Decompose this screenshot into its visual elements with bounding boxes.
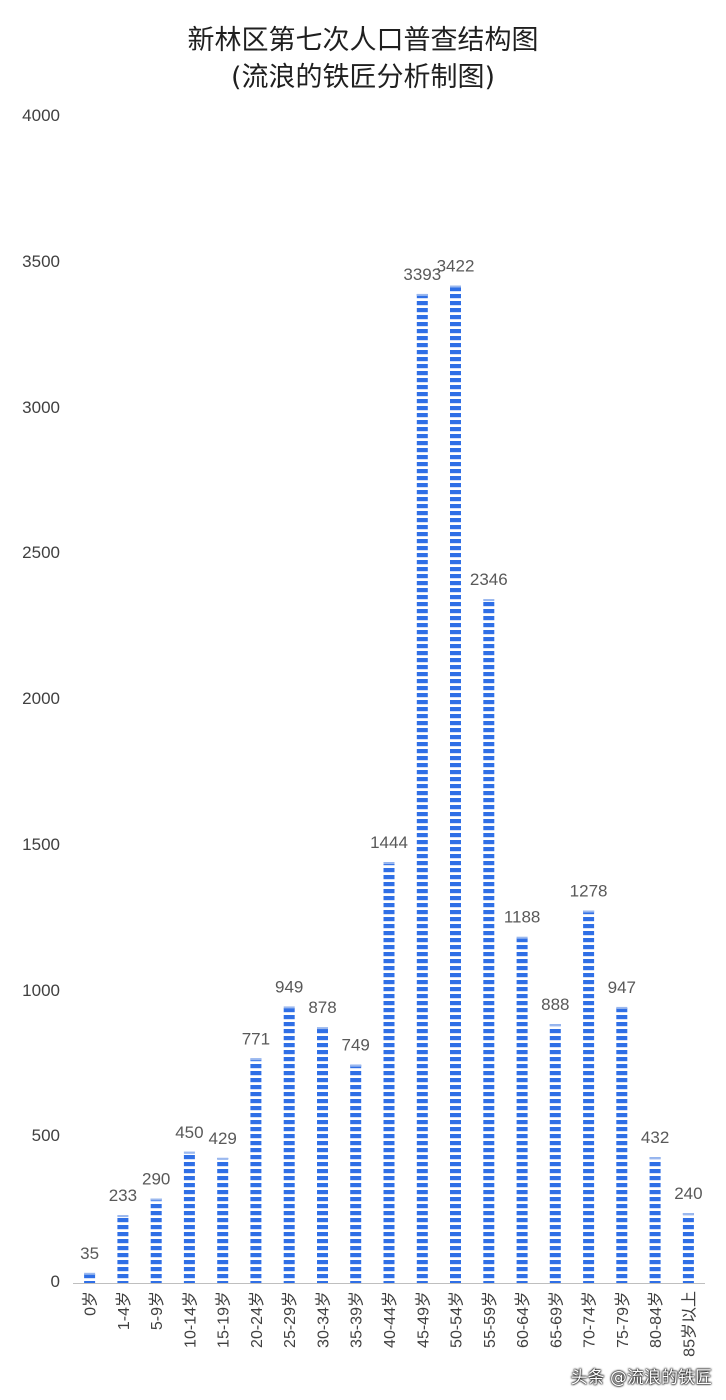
data-label: 888 [541,995,569,1014]
bar-series [84,285,694,1283]
chart-subtitle: (流浪的铁匠分析制图) [230,62,496,93]
bar [250,1058,262,1283]
bar [450,285,461,1283]
data-label: 949 [275,977,303,996]
bar [483,599,495,1283]
bar [350,1064,362,1283]
bar [383,862,395,1283]
data-label: 1188 [504,908,541,927]
bar-top-cap [450,285,461,288]
watermark: 头条 @流浪的铁匠 [570,1368,712,1388]
data-label: 450 [175,1123,203,1142]
y-tick-label: 2500 [22,543,60,563]
bar-top-cap [183,1151,195,1154]
bar-top-cap [583,910,595,913]
bar-top-cap [383,862,395,865]
y-tick-label: 4000 [22,106,60,125]
data-label: 35 [80,1244,99,1263]
bar [217,1157,229,1283]
bar-top-cap [549,1024,561,1027]
bar-top-cap [150,1198,162,1201]
data-label: 749 [342,1036,370,1055]
bar [549,1024,561,1283]
bar [183,1151,195,1283]
x-tick-label: 30-34岁 [315,1291,333,1348]
x-tick-label: 10-14岁 [181,1291,199,1348]
x-tick-label: 45-49岁 [414,1291,432,1348]
bar-top-cap [283,1006,295,1009]
bar [516,936,528,1283]
data-label: 1278 [570,882,608,901]
data-label: 947 [608,978,636,997]
bar [150,1198,162,1283]
y-tick-label: 1000 [22,980,60,1000]
bar-top-cap [350,1064,362,1067]
bar-top-cap [682,1213,694,1215]
y-tick-label: 3000 [22,397,60,417]
y-tick-label: 3500 [22,251,60,271]
data-label: 878 [308,998,336,1017]
chart-title: 新林区第七次人口普查结构图 [187,25,539,56]
x-tick-label: 75-79岁 [614,1291,632,1348]
bar [117,1215,129,1283]
x-tick-label: 0岁 [82,1291,100,1316]
x-tick-label: 80-84岁 [647,1291,665,1348]
x-tick-label: 55-59岁 [481,1291,499,1348]
bar-top-cap [317,1027,328,1030]
data-label: 429 [209,1129,237,1148]
y-tick-label: 1500 [22,834,60,854]
data-label: 233 [109,1186,137,1205]
bar [283,1006,295,1283]
bar-top-cap [649,1157,661,1160]
x-tick-label: 70-74岁 [581,1291,599,1348]
y-tick-label: 2000 [22,689,60,708]
bar [84,1272,96,1283]
data-label: 1444 [370,833,408,852]
x-axis-tick-labels: 0岁 1-4岁 5-9岁 10-14岁 15-19岁 20-24岁 25-29岁 30-34岁… [82,1291,699,1357]
x-tick-label: 35-39岁 [348,1291,366,1348]
y-tick-label: 500 [31,1126,60,1146]
x-tick-label: 85岁以上 [680,1291,698,1357]
bar-top-cap [483,599,495,602]
bar-top-cap [117,1215,129,1218]
x-tick-label: 25-29岁 [281,1291,299,1348]
bar-top-cap [416,293,428,296]
data-label: 2346 [470,570,508,589]
bar [682,1213,694,1283]
y-tick-label: 0 [50,1272,60,1291]
x-tick-label: 15-19岁 [215,1291,233,1348]
bar [317,1027,328,1283]
bar-top-cap [616,1006,628,1009]
bar [416,293,428,1283]
bar-top-cap [84,1272,96,1275]
data-label: 240 [674,1184,702,1203]
x-tick-label: 60-64岁 [514,1291,532,1348]
x-tick-label: 1-4岁 [115,1291,133,1330]
bar [616,1006,628,1283]
data-label: 3422 [437,257,475,276]
data-label: 432 [641,1128,669,1147]
x-tick-label: 40-44岁 [381,1291,399,1348]
bar-top-cap [516,936,528,939]
bar [649,1157,661,1283]
data-label: 290 [142,1170,170,1189]
x-tick-label: 20-24岁 [248,1291,266,1348]
data-label: 3393 [403,265,441,284]
x-tick-label: 50-54岁 [448,1291,466,1348]
x-tick-label: 65-69岁 [547,1291,565,1348]
bar-top-cap [217,1157,229,1160]
data-label: 771 [242,1029,270,1048]
bar-top-cap [250,1058,262,1061]
x-tick-label: 5-9岁 [148,1291,166,1330]
bar [583,910,595,1283]
